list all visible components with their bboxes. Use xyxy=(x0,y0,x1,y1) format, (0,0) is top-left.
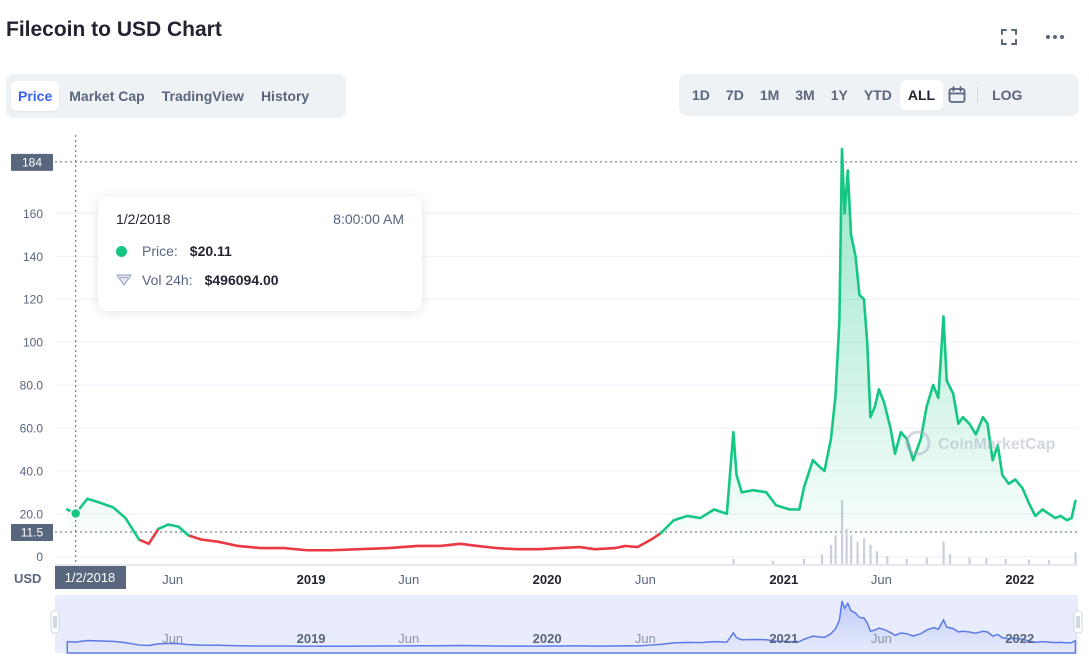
hover-point xyxy=(69,507,82,520)
more-icon[interactable] xyxy=(1044,26,1066,48)
tooltip-price-label: Price: xyxy=(142,243,178,259)
volume-bar xyxy=(820,554,824,564)
volume-bar xyxy=(1004,558,1007,564)
volume-bar xyxy=(1074,552,1077,564)
y-tick-label: 160 xyxy=(23,207,43,221)
volume-icon xyxy=(116,274,132,286)
tooltip-time: 8:00:00 AM xyxy=(333,211,404,227)
volume-bar xyxy=(968,557,971,564)
tooltip-price-value: $20.11 xyxy=(189,243,232,259)
y-tick-label: 100 xyxy=(23,336,43,350)
y-tick-label: 140 xyxy=(23,250,43,264)
volume-bar xyxy=(942,541,945,564)
volume-bar xyxy=(886,556,889,564)
volume-bar xyxy=(862,538,866,564)
x-tick-label: 2019 xyxy=(297,572,326,587)
volume-bar xyxy=(869,544,872,564)
volume-bar xyxy=(1047,560,1051,564)
volume-bar xyxy=(732,558,735,564)
y-tick-label: 60.0 xyxy=(20,421,44,435)
tooltip-volume-label: Vol 24h: xyxy=(142,272,193,288)
x-tick-label: Jun xyxy=(162,572,183,587)
volume-bar xyxy=(985,558,988,564)
chart-tabs: Price Market Cap TradingView History xyxy=(6,74,346,118)
range-7d[interactable]: 7D xyxy=(725,87,744,103)
price-chart[interactable]: 184 160 140 120 100 80.0 60.0 40.0 20.0 11.5 0 Coin… xyxy=(0,125,1089,660)
range-3m[interactable]: 3M xyxy=(795,87,815,103)
navigator-tick-label: Jun xyxy=(162,631,183,646)
x-tick-label: 2022 xyxy=(1005,572,1034,587)
range-1m[interactable]: 1M xyxy=(759,87,780,103)
navigator-tick-label: 2020 xyxy=(533,631,562,646)
navigator-tick-label: 2021 xyxy=(769,631,798,646)
x-highlight-label: 1/2/2018 xyxy=(65,570,116,585)
tooltip-price-row: Price: $20.11 xyxy=(116,243,232,259)
tab-market-cap[interactable]: Market Cap xyxy=(69,88,145,104)
range-selector: 1D 7D 1M 3M 1Y YTD ALL LOG xyxy=(679,74,1079,116)
tooltip-date: 1/2/2018 xyxy=(116,211,171,227)
range-all[interactable]: ALL xyxy=(899,80,944,110)
chart-tooltip: 1/2/2018 8:00:00 AM Price: $20.11 Vol 24… xyxy=(98,197,422,311)
volume-bar xyxy=(834,535,837,564)
volume-bar xyxy=(905,558,908,564)
navigator-tick-label: Jun xyxy=(871,631,892,646)
volume-bar xyxy=(850,535,853,564)
y-tick-label: 0 xyxy=(36,550,43,564)
tab-price[interactable]: Price xyxy=(11,81,60,111)
y-tick-label: 11.5 xyxy=(21,526,44,540)
volume-bar xyxy=(856,541,859,564)
y-tick-label: 80.0 xyxy=(20,379,44,393)
x-tick-label: Jun xyxy=(871,572,892,587)
y-tick-label: 40.0 xyxy=(20,464,44,478)
navigator-handle-right[interactable] xyxy=(1073,610,1083,634)
navigator-tick-label: 2019 xyxy=(297,631,326,646)
volume-bar xyxy=(875,551,879,564)
y-ref-label-bg xyxy=(11,524,53,542)
tab-history[interactable]: History xyxy=(260,88,310,104)
range-ytd[interactable]: YTD xyxy=(863,87,892,103)
calendar-icon[interactable] xyxy=(945,83,969,107)
price-area-up xyxy=(67,149,1076,533)
watermark-icon xyxy=(905,430,931,456)
x-tick-label: 2020 xyxy=(533,572,562,587)
tooltip-volume-value: $496094.00 xyxy=(204,272,279,288)
volume-bar xyxy=(925,557,928,564)
y-unit-label: USD xyxy=(14,571,41,586)
y-tick-label: 184 xyxy=(22,155,42,169)
x-tick-label: Jun xyxy=(635,572,656,587)
volume-bar xyxy=(829,544,833,564)
fullscreen-icon[interactable] xyxy=(998,26,1020,48)
volume-bar xyxy=(771,560,774,564)
y-tick-label: 120 xyxy=(23,293,43,307)
x-highlight-bg xyxy=(55,566,126,589)
x-tick-label: Jun xyxy=(398,572,419,587)
navigator-series xyxy=(66,600,1077,654)
divider xyxy=(977,87,979,103)
watermark-logo: CoinMarketCap xyxy=(905,430,1056,456)
volume-bar xyxy=(845,528,848,564)
watermark-text: CoinMarketCap xyxy=(938,436,1056,453)
navigator-handle-left[interactable] xyxy=(50,610,60,634)
tab-tradingview[interactable]: TradingView xyxy=(161,88,244,104)
price-line-down xyxy=(137,527,663,552)
navigator-tick-label: Jun xyxy=(635,631,656,646)
navigator-tick-label: Jun xyxy=(398,631,419,646)
tooltip-volume-row: Vol 24h: $496094.00 xyxy=(116,272,279,288)
x-tick-label: 2021 xyxy=(769,572,798,587)
page-title: Filecoin to USD Chart xyxy=(6,18,222,41)
range-1d[interactable]: 1D xyxy=(692,87,710,103)
log-toggle[interactable]: LOG xyxy=(992,87,1023,103)
price-dot-icon xyxy=(116,245,127,257)
range-1y[interactable]: 1Y xyxy=(830,87,848,103)
volume-bar xyxy=(948,554,952,564)
y-ref-label-bg xyxy=(11,153,53,171)
y-tick-label: 20.0 xyxy=(20,507,44,521)
volume-bar xyxy=(1027,559,1031,564)
volume-bar xyxy=(802,558,806,564)
navigator-tick-label: 2022 xyxy=(1005,631,1034,646)
